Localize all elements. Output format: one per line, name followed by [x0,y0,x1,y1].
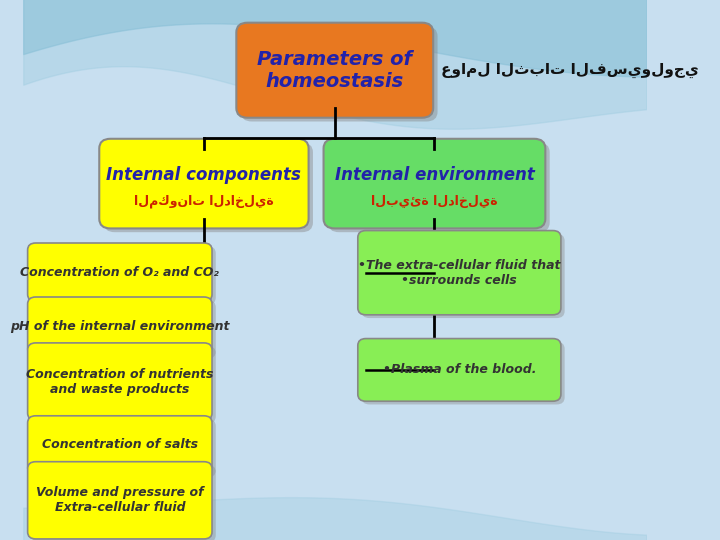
Text: pH of the internal environment: pH of the internal environment [10,320,230,333]
FancyBboxPatch shape [27,343,212,420]
FancyBboxPatch shape [361,234,564,318]
FancyBboxPatch shape [32,246,216,305]
FancyBboxPatch shape [32,419,216,477]
Text: Parameters of
homeostasis: Parameters of homeostasis [257,50,413,91]
FancyBboxPatch shape [358,231,561,315]
FancyBboxPatch shape [27,462,212,539]
Text: Concentration of O₂ and CO₂: Concentration of O₂ and CO₂ [20,266,220,279]
FancyBboxPatch shape [104,143,313,232]
Text: Concentration of nutrients
and waste products: Concentration of nutrients and waste pro… [26,368,214,395]
FancyBboxPatch shape [361,342,564,404]
FancyBboxPatch shape [32,346,216,423]
FancyBboxPatch shape [32,465,216,540]
FancyBboxPatch shape [358,339,561,401]
Text: Volume and pressure of
Extra-cellular fluid: Volume and pressure of Extra-cellular fl… [36,487,204,514]
FancyBboxPatch shape [99,139,309,228]
FancyBboxPatch shape [328,143,549,232]
Text: عوامل الثبات الفسيولوجي: عوامل الثبات الفسيولوجي [441,63,698,78]
FancyBboxPatch shape [27,243,212,301]
Text: Internal environment: Internal environment [335,166,534,184]
FancyBboxPatch shape [27,416,212,474]
Text: Internal components: Internal components [107,166,302,184]
FancyBboxPatch shape [32,300,216,359]
FancyBboxPatch shape [27,297,212,355]
Text: المكونات الداخلية: المكونات الداخلية [134,194,274,208]
FancyBboxPatch shape [236,23,433,118]
Text: •The extra-cellular fluid that
•surrounds cells: •The extra-cellular fluid that •surround… [358,259,561,287]
Text: Concentration of salts: Concentration of salts [42,438,198,451]
FancyBboxPatch shape [323,139,545,228]
Text: •Plasma of the blood.: •Plasma of the blood. [382,363,536,376]
FancyBboxPatch shape [240,26,438,122]
Text: البيئة الداخلية: البيئة الداخلية [371,194,498,208]
